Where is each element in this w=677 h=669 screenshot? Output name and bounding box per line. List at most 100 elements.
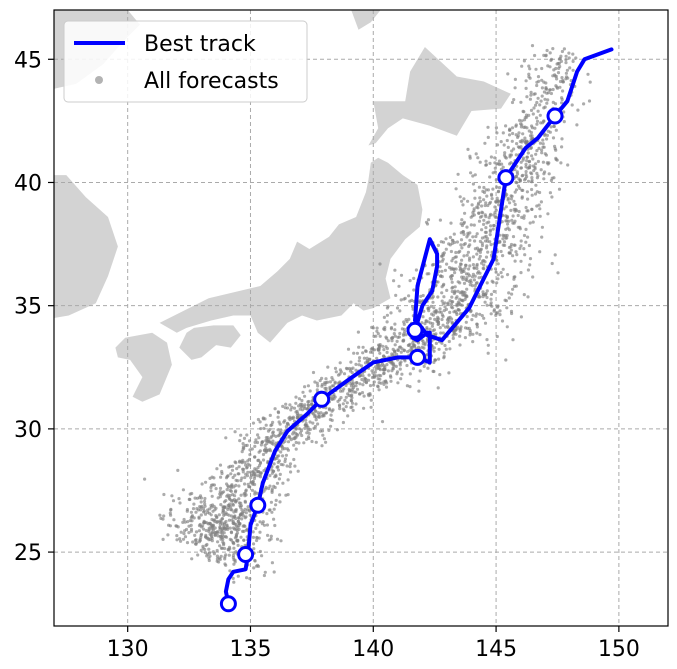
forecast-point	[239, 493, 243, 497]
forecast-point	[378, 351, 382, 355]
forecast-point	[233, 490, 237, 494]
forecast-point	[538, 113, 542, 117]
forecast-point	[256, 417, 260, 422]
forecast-point	[531, 112, 535, 116]
forecast-point	[311, 421, 315, 425]
forecast-point	[189, 510, 193, 514]
forecast-point	[460, 246, 464, 250]
forecast-point	[535, 122, 539, 126]
forecast-point	[368, 384, 373, 388]
forecast-point	[451, 333, 455, 337]
forecast-point	[524, 170, 528, 174]
forecast-point	[440, 313, 444, 317]
forecast-point	[489, 224, 493, 228]
forecast-point	[269, 534, 273, 538]
forecast-point	[376, 332, 380, 336]
forecast-point	[203, 547, 207, 552]
forecast-point	[316, 384, 320, 388]
forecast-point	[187, 497, 191, 501]
forecast-point	[451, 300, 455, 304]
forecast-point	[548, 191, 553, 195]
forecast-point	[485, 303, 489, 307]
forecast-point	[183, 535, 188, 539]
forecast-point	[281, 447, 285, 451]
forecast-point	[393, 322, 397, 326]
forecast-point	[329, 424, 333, 428]
forecast-point	[478, 215, 483, 219]
forecast-point	[377, 388, 381, 392]
forecast-point	[264, 485, 268, 489]
forecast-point	[162, 514, 166, 518]
forecast-point	[513, 77, 518, 81]
forecast-point	[503, 151, 507, 155]
forecast-point	[464, 263, 468, 267]
forecast-point	[453, 328, 457, 332]
forecast-point	[382, 354, 386, 358]
forecast-point	[528, 97, 533, 101]
forecast-point	[511, 214, 515, 218]
forecast-point	[504, 358, 508, 362]
forecast-point	[432, 328, 436, 332]
forecast-point	[382, 371, 386, 375]
forecast-point	[389, 311, 393, 315]
forecast-point	[263, 448, 267, 452]
forecast-point	[454, 187, 458, 191]
forecast-point	[258, 520, 262, 524]
forecast-point	[524, 227, 528, 231]
forecast-point	[250, 488, 254, 492]
forecast-point	[469, 215, 473, 219]
forecast-point	[484, 226, 488, 230]
forecast-point	[519, 145, 523, 149]
forecast-point	[292, 436, 296, 441]
forecast-point	[538, 103, 542, 107]
forecast-point	[522, 233, 527, 238]
forecast-point	[338, 361, 342, 365]
forecast-point	[432, 346, 436, 350]
forecast-point	[459, 243, 463, 247]
forecast-point	[283, 419, 287, 423]
forecast-point	[436, 295, 440, 299]
forecast-point	[462, 232, 466, 236]
forecast-point	[535, 83, 539, 88]
forecast-point	[262, 573, 266, 578]
forecast-point	[560, 96, 564, 100]
forecast-point	[525, 126, 529, 130]
forecast-point	[314, 418, 318, 422]
forecast-point	[447, 339, 451, 344]
forecast-point	[564, 71, 569, 75]
forecast-point	[213, 533, 217, 537]
forecast-point	[203, 504, 207, 508]
forecast-point	[221, 540, 225, 544]
forecast-point	[441, 331, 445, 335]
forecast-point	[471, 174, 475, 178]
forecast-point	[357, 374, 362, 378]
forecast-point	[204, 480, 208, 484]
forecast-point	[444, 347, 448, 351]
forecast-point	[302, 441, 306, 445]
forecast-point	[303, 406, 307, 411]
forecast-point	[268, 413, 272, 417]
forecast-point	[562, 110, 566, 114]
forecast-point	[334, 370, 338, 374]
forecast-point	[409, 345, 413, 350]
forecast-point	[384, 379, 388, 383]
forecast-point	[564, 75, 569, 79]
forecast-point	[497, 203, 501, 207]
forecast-point	[209, 489, 213, 493]
forecast-point	[488, 175, 492, 179]
forecast-point	[378, 262, 382, 266]
forecast-point	[434, 341, 438, 345]
forecast-point	[509, 197, 513, 201]
forecast-point	[268, 427, 272, 432]
forecast-point	[542, 80, 546, 84]
forecast-point	[324, 411, 328, 415]
forecast-point	[546, 98, 550, 102]
forecast-point	[350, 396, 354, 400]
forecast-point	[498, 309, 502, 313]
forecast-point	[484, 230, 488, 234]
forecast-point	[422, 364, 426, 368]
forecast-point	[392, 332, 396, 336]
forecast-point	[486, 188, 490, 192]
forecast-point	[357, 363, 361, 367]
forecast-point	[536, 174, 540, 178]
